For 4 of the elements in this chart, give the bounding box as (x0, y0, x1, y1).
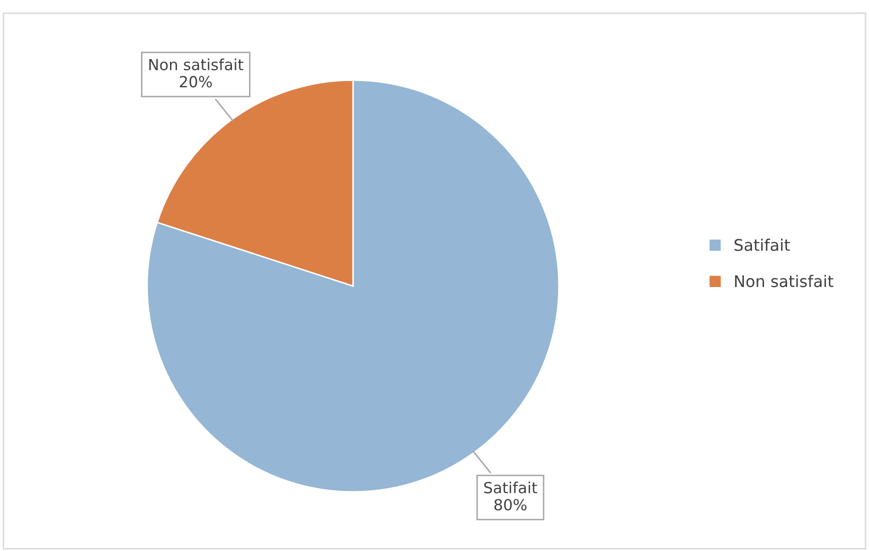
legend-label: Satifait (734, 238, 790, 252)
data-label: Non satisfait 20% (149, 58, 244, 88)
data-label: Satifait 80% (484, 482, 538, 511)
legend-label: Non satisfait (735, 274, 834, 288)
